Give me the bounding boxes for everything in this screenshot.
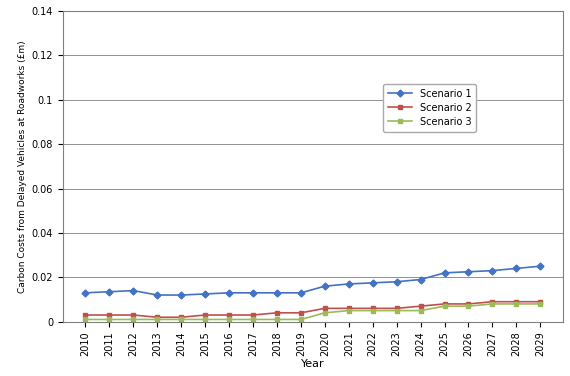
- Scenario 1: [298, 291, 304, 295]
- Scenario 1: [178, 293, 185, 297]
- Scenario 2: [321, 306, 328, 311]
- Scenario 2: [202, 313, 209, 317]
- Scenario 2: [106, 313, 113, 317]
- Scenario 1: [393, 279, 400, 284]
- Scenario 3: [274, 317, 280, 322]
- Scenario 1: [489, 268, 496, 273]
- Scenario 3: [82, 317, 89, 322]
- Scenario 1: [441, 271, 448, 275]
- Scenario 3: [537, 302, 544, 306]
- Scenario 1: [417, 277, 424, 282]
- Scenario 2: [298, 311, 304, 315]
- Legend: Scenario 1, Scenario 2, Scenario 3: Scenario 1, Scenario 2, Scenario 3: [383, 84, 477, 132]
- Scenario 1: [154, 293, 161, 297]
- Scenario 1: [274, 291, 280, 295]
- Scenario 3: [298, 317, 304, 322]
- Line: Scenario 3: Scenario 3: [83, 302, 543, 322]
- Scenario 3: [130, 317, 137, 322]
- Y-axis label: Carbon Costs from Delayed Vehicles at Roadworks (£m): Carbon Costs from Delayed Vehicles at Ro…: [18, 40, 27, 293]
- Scenario 3: [154, 317, 161, 322]
- Scenario 2: [465, 302, 472, 306]
- Scenario 3: [321, 311, 328, 315]
- Scenario 2: [513, 299, 520, 304]
- Scenario 2: [393, 306, 400, 311]
- Scenario 3: [465, 304, 472, 308]
- Scenario 3: [106, 317, 113, 322]
- Scenario 2: [441, 302, 448, 306]
- Scenario 3: [250, 317, 256, 322]
- Scenario 3: [202, 317, 209, 322]
- Scenario 1: [130, 288, 137, 293]
- Scenario 3: [513, 302, 520, 306]
- Scenario 2: [178, 315, 185, 320]
- Scenario 2: [417, 304, 424, 308]
- Scenario 1: [345, 282, 352, 286]
- Scenario 3: [417, 308, 424, 313]
- Scenario 3: [441, 304, 448, 308]
- Scenario 3: [226, 317, 233, 322]
- Scenario 2: [226, 313, 233, 317]
- Scenario 2: [130, 313, 137, 317]
- Scenario 2: [369, 306, 376, 311]
- Scenario 1: [202, 292, 209, 296]
- Scenario 1: [465, 270, 472, 274]
- Scenario 2: [489, 299, 496, 304]
- Scenario 2: [537, 299, 544, 304]
- Scenario 2: [154, 315, 161, 320]
- Line: Scenario 2: Scenario 2: [83, 299, 543, 320]
- Line: Scenario 1: Scenario 1: [83, 264, 543, 297]
- Scenario 3: [393, 308, 400, 313]
- Scenario 2: [345, 306, 352, 311]
- Scenario 3: [369, 308, 376, 313]
- Scenario 1: [250, 291, 256, 295]
- Scenario 1: [106, 290, 113, 294]
- Scenario 2: [250, 313, 256, 317]
- X-axis label: Year: Year: [301, 359, 325, 369]
- Scenario 2: [82, 313, 89, 317]
- Scenario 2: [274, 311, 280, 315]
- Scenario 1: [321, 284, 328, 288]
- Scenario 1: [537, 264, 544, 268]
- Scenario 1: [226, 291, 233, 295]
- Scenario 1: [369, 280, 376, 285]
- Scenario 3: [489, 302, 496, 306]
- Scenario 1: [513, 266, 520, 271]
- Scenario 1: [82, 291, 89, 295]
- Scenario 3: [345, 308, 352, 313]
- Scenario 3: [178, 317, 185, 322]
